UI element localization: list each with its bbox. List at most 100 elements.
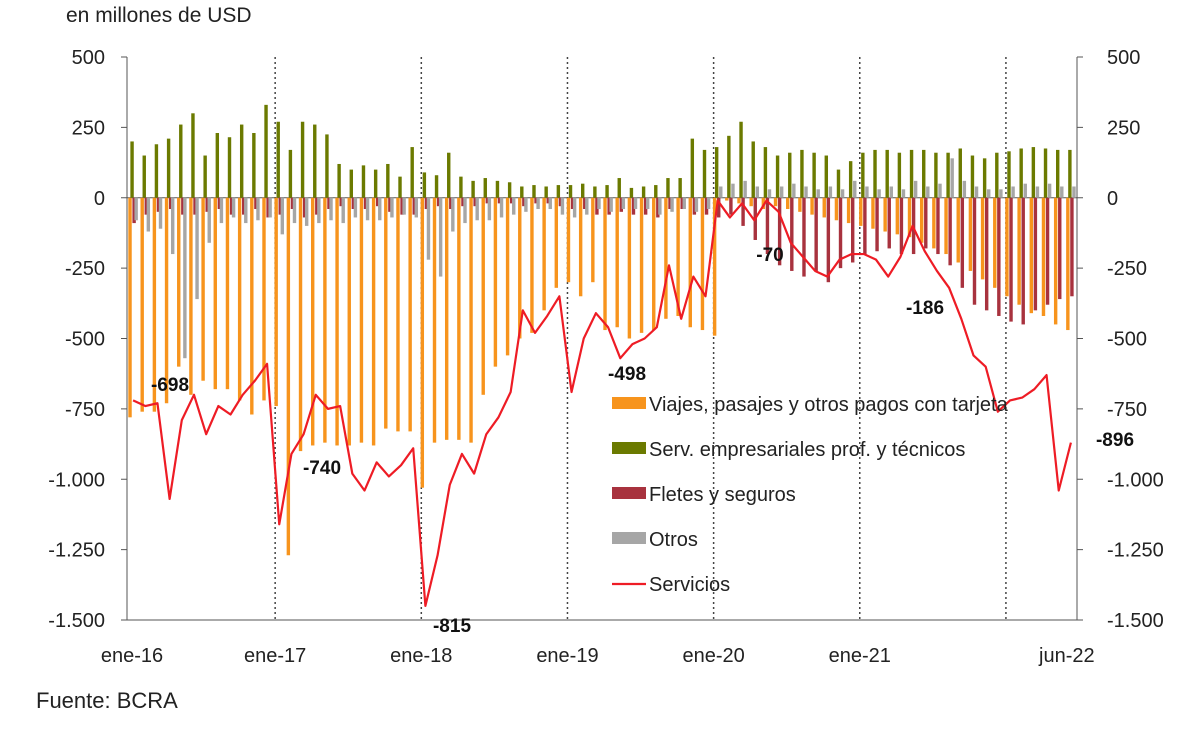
y-tick-label-left: 500	[72, 47, 105, 69]
bar-serv-empresariales-prof-y-t-cnicos	[934, 152, 938, 198]
bar-otros	[962, 180, 967, 198]
bar-otros	[244, 197, 248, 224]
bar-viajes-pasajes-y-otros-pagos-con-tarjeta	[1053, 197, 1058, 325]
bar-viajes-pasajes-y-otros-pagos-con-tarjeta	[201, 197, 205, 381]
bar-otros	[804, 186, 808, 198]
bar-fletes-y-seguros	[205, 197, 209, 212]
bar-otros	[560, 197, 565, 215]
y-tick-label-right: -1.500	[1107, 610, 1164, 632]
bar-serv-empresariales-prof-y-t-cnicos	[812, 152, 816, 198]
bar-viajes-pasajes-y-otros-pagos-con-tarjeta	[177, 197, 181, 367]
bar-viajes-pasajes-y-otros-pagos-con-tarjeta	[371, 197, 376, 446]
bar-fletes-y-seguros	[790, 197, 794, 271]
bar-otros	[390, 197, 394, 218]
bar-serv-empresariales-prof-y-t-cnicos	[873, 149, 877, 198]
bar-serv-empresariales-prof-y-t-cnicos	[702, 149, 707, 198]
bar-fletes-y-seguros	[290, 197, 295, 210]
bar-serv-empresariales-prof-y-t-cnicos	[373, 169, 378, 198]
bar-fletes-y-seguros	[583, 197, 587, 210]
bar-serv-empresariales-prof-y-t-cnicos	[544, 186, 548, 198]
bar-serv-empresariales-prof-y-t-cnicos	[1068, 149, 1072, 198]
bar-viajes-pasajes-y-otros-pagos-con-tarjeta	[1066, 197, 1070, 331]
data-label: -896	[1096, 430, 1134, 451]
bar-viajes-pasajes-y-otros-pagos-con-tarjeta	[408, 197, 412, 432]
bar-otros	[706, 197, 711, 210]
bar-fletes-y-seguros	[619, 197, 623, 212]
bar-viajes-pasajes-y-otros-pagos-con-tarjeta	[652, 197, 656, 331]
bar-serv-empresariales-prof-y-t-cnicos	[629, 187, 634, 198]
bar-otros	[1060, 186, 1064, 198]
bar-serv-empresariales-prof-y-t-cnicos	[410, 147, 414, 198]
legend-label: Servicios	[649, 574, 730, 596]
bar-otros	[913, 180, 918, 198]
bar-fletes-y-seguros	[558, 197, 563, 207]
y-tick-label-left: -1.250	[48, 540, 105, 562]
bar-fletes-y-seguros	[242, 197, 246, 215]
bar-otros	[1035, 186, 1040, 198]
bar-serv-empresariales-prof-y-t-cnicos	[1031, 147, 1036, 198]
bar-viajes-pasajes-y-otros-pagos-con-tarjeta	[591, 197, 595, 283]
bar-serv-empresariales-prof-y-t-cnicos	[215, 133, 220, 198]
bar-serv-empresariales-prof-y-t-cnicos	[276, 121, 280, 198]
bar-viajes-pasajes-y-otros-pagos-con-tarjeta	[298, 197, 303, 452]
x-tick-label: ene-18	[390, 645, 452, 667]
bar-serv-empresariales-prof-y-t-cnicos	[690, 138, 695, 198]
bar-viajes-pasajes-y-otros-pagos-con-tarjeta	[578, 197, 583, 297]
bar-viajes-pasajes-y-otros-pagos-con-tarjeta	[1041, 197, 1046, 316]
bar-serv-empresariales-prof-y-t-cnicos	[459, 176, 463, 198]
bar-fletes-y-seguros	[595, 197, 599, 215]
y-tick-label-left: 0	[94, 188, 105, 210]
bar-serv-empresariales-prof-y-t-cnicos	[556, 185, 561, 198]
bar-viajes-pasajes-y-otros-pagos-con-tarjeta	[883, 197, 887, 232]
bar-serv-empresariales-prof-y-t-cnicos	[166, 138, 171, 198]
bar-fletes-y-seguros	[972, 197, 977, 305]
bar-otros	[536, 197, 540, 210]
bar-otros	[658, 197, 662, 215]
bar-viajes-pasajes-y-otros-pagos-con-tarjeta	[725, 197, 729, 201]
bar-otros	[767, 189, 772, 198]
bar-serv-empresariales-prof-y-t-cnicos	[678, 178, 682, 198]
bar-viajes-pasajes-y-otros-pagos-con-tarjeta	[505, 197, 510, 356]
bar-otros	[682, 197, 686, 210]
bar-fletes-y-seguros	[850, 197, 855, 263]
bar-serv-empresariales-prof-y-t-cnicos	[227, 137, 232, 198]
bar-viajes-pasajes-y-otros-pagos-con-tarjeta	[311, 197, 315, 446]
bar-fletes-y-seguros	[168, 197, 173, 210]
bar-fletes-y-seguros	[485, 197, 490, 204]
bar-fletes-y-seguros	[193, 197, 197, 215]
bar-viajes-pasajes-y-otros-pagos-con-tarjeta	[627, 197, 632, 339]
bar-otros	[865, 186, 869, 198]
bar-viajes-pasajes-y-otros-pagos-con-tarjeta	[444, 197, 449, 440]
bar-viajes-pasajes-y-otros-pagos-con-tarjeta	[761, 197, 766, 210]
bar-viajes-pasajes-y-otros-pagos-con-tarjeta	[237, 197, 242, 401]
bar-otros	[1023, 183, 1027, 198]
bar-fletes-y-seguros	[863, 197, 867, 255]
bar-otros	[853, 180, 857, 198]
bar-serv-empresariales-prof-y-t-cnicos	[203, 155, 207, 198]
bar-fletes-y-seguros	[302, 197, 307, 218]
bar-otros	[719, 186, 723, 198]
bar-serv-empresariales-prof-y-t-cnicos	[325, 134, 329, 198]
bar-otros	[426, 197, 431, 260]
bar-viajes-pasajes-y-otros-pagos-con-tarjeta	[822, 197, 826, 218]
bar-otros	[572, 197, 577, 218]
bar-fletes-y-seguros	[607, 197, 611, 215]
bar-viajes-pasajes-y-otros-pagos-con-tarjeta	[749, 197, 753, 207]
bar-viajes-pasajes-y-otros-pagos-con-tarjeta	[846, 197, 851, 224]
bar-serv-empresariales-prof-y-t-cnicos	[239, 124, 244, 198]
bar-otros	[645, 197, 650, 210]
bar-viajes-pasajes-y-otros-pagos-con-tarjeta	[993, 197, 997, 288]
bar-serv-empresariales-prof-y-t-cnicos	[483, 178, 487, 198]
bar-otros	[451, 197, 455, 232]
bar-fletes-y-seguros	[266, 197, 270, 218]
bar-serv-empresariales-prof-y-t-cnicos	[617, 178, 621, 198]
bar-serv-empresariales-prof-y-t-cnicos	[532, 185, 536, 198]
bar-serv-empresariales-prof-y-t-cnicos	[568, 185, 573, 198]
bar-fletes-y-seguros	[144, 197, 148, 215]
bar-otros	[329, 197, 333, 221]
bar-otros	[889, 186, 893, 198]
bar-serv-empresariales-prof-y-t-cnicos	[995, 152, 999, 198]
bar-viajes-pasajes-y-otros-pagos-con-tarjeta	[773, 197, 778, 207]
bar-viajes-pasajes-y-otros-pagos-con-tarjeta	[384, 197, 388, 429]
x-tick-label: jun-22	[1038, 645, 1095, 667]
